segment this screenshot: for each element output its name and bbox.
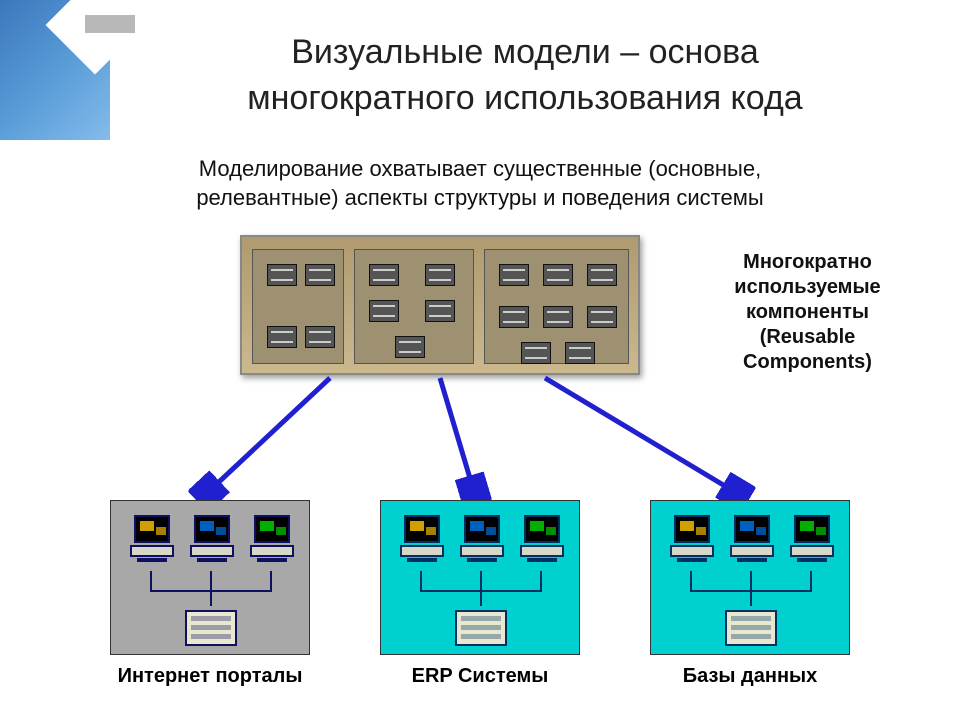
title-line1: Визуальные модели – основа [291, 33, 759, 71]
caption-internet: Интернет порталы [90, 665, 330, 688]
components-panel [240, 235, 640, 375]
component-chip [267, 326, 297, 348]
component-chip [587, 306, 617, 328]
component-chip [425, 264, 455, 286]
component-chip [369, 300, 399, 322]
component-chip [305, 326, 335, 348]
network-lines [381, 501, 579, 654]
component-chip [369, 264, 399, 286]
system-box-erp [380, 500, 580, 655]
component-chip [395, 336, 425, 358]
component-chip [587, 264, 617, 286]
slide-title: Визуальные модели – основа многократного… [150, 30, 900, 122]
component-group-1 [252, 249, 344, 364]
network-lines [651, 501, 849, 654]
caption-erp: ERP Системы [360, 665, 600, 688]
component-chip [267, 264, 297, 286]
caption-db: Базы данных [630, 665, 870, 688]
slide-subtitle: Моделирование охватывает существенные (о… [120, 155, 840, 212]
title-line2: многократного использования кода [247, 79, 802, 117]
side-label-l1: Многократно [743, 251, 872, 273]
side-label-l2: используемые [734, 276, 880, 298]
component-chip [565, 342, 595, 364]
side-label-l4: (Reusable [760, 326, 856, 348]
subtitle-line1: Моделирование охватывает существенные (о… [199, 156, 761, 181]
system-box-internet [110, 500, 310, 655]
system-box-db [650, 500, 850, 655]
component-chip [521, 342, 551, 364]
side-label: Многократно используемые компоненты (Reu… [680, 250, 935, 375]
component-group-3 [484, 249, 629, 364]
subtitle-line2: релевантные) аспекты структуры и поведен… [196, 185, 763, 210]
decorative-tab [85, 15, 135, 33]
side-label-l3: компоненты [746, 301, 869, 323]
component-group-2 [354, 249, 474, 364]
component-chip [499, 264, 529, 286]
side-label-l5: Components) [743, 351, 872, 373]
component-chip [543, 264, 573, 286]
component-chip [499, 306, 529, 328]
network-lines [111, 501, 309, 654]
component-chip [425, 300, 455, 322]
component-chip [305, 264, 335, 286]
component-chip [543, 306, 573, 328]
